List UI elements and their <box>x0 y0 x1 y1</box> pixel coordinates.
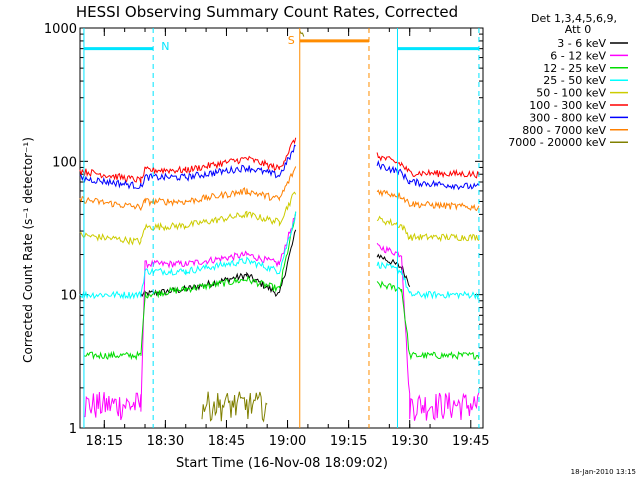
legend-label: 50 - 100 keV <box>536 87 606 100</box>
series-line <box>79 144 480 191</box>
x-tick-label: 18:30 <box>147 434 184 449</box>
legend-label: 25 - 50 keV <box>543 74 606 87</box>
legend-label: 100 - 300 keV <box>529 99 606 112</box>
legend-label: 300 - 800 keV <box>529 111 606 124</box>
annotation-s: S <box>288 34 295 47</box>
x-tick-label: 18:45 <box>208 434 245 449</box>
series-line <box>79 191 480 246</box>
plot-area: 1 10 100 1000 18:15 18:30 18:45 19:00 19:15 19:30… <box>44 22 490 449</box>
series-100-300-kev <box>79 137 480 184</box>
legend-label: 800 - 7000 keV <box>522 124 606 137</box>
x-tick-label: 19:30 <box>391 434 428 449</box>
y-tick-label: 100 <box>52 155 77 170</box>
x-axis-label: Start Time (16-Nov-08 18:09:02) <box>176 456 388 471</box>
y-tick-label: 10 <box>60 289 77 304</box>
series-300-800-kev <box>79 144 480 191</box>
x-tick-label: 19:00 <box>269 434 306 449</box>
series-7000-20000-kev <box>201 30 305 423</box>
legend-label: 12 - 25 keV <box>543 62 606 75</box>
x-tick-label: 19:15 <box>330 434 367 449</box>
y-axis-label: Corrected Count Rate (s⁻¹ detector⁻¹) <box>21 137 35 363</box>
y-tick-label: 1 <box>69 422 77 437</box>
y-tick-label: 1000 <box>44 22 77 37</box>
series-12-25-kev <box>83 211 480 361</box>
series-line <box>83 213 480 421</box>
plot-frame <box>79 27 484 429</box>
series-line <box>79 137 480 184</box>
legend-label: 7000 - 20000 keV <box>508 136 606 149</box>
series-6-12-kev <box>83 213 480 421</box>
legend-label: 3 - 6 keV <box>557 37 606 50</box>
series-line <box>79 211 480 300</box>
x-tick-label: 18:15 <box>86 434 123 449</box>
series-line <box>201 30 305 423</box>
footer-date: 18-Jan-2010 13:15 <box>571 468 636 476</box>
legend-header: Att 0 <box>565 23 591 36</box>
legend-label: 6 - 12 keV <box>550 49 606 62</box>
series-800-7000-kev <box>79 166 480 212</box>
series-25-50-kev <box>79 211 480 300</box>
annotation-n: N <box>161 40 169 53</box>
legend-header: Det 1,3,4,5,6,9, <box>531 12 617 25</box>
y-axis-label-group: Corrected Count Rate (s⁻¹ detector⁻¹) <box>21 137 35 363</box>
x-tick-label: 19:45 <box>452 434 489 449</box>
chart-title: HESSI Observing Summary Count Rates, Cor… <box>76 3 458 21</box>
series-50-100-kev <box>79 191 480 246</box>
series-line <box>83 211 480 361</box>
series-line <box>79 166 480 212</box>
